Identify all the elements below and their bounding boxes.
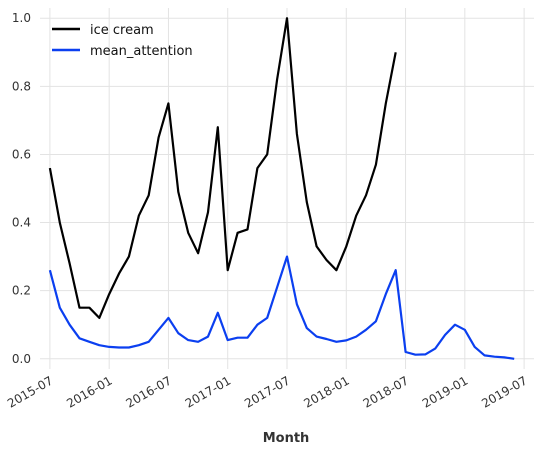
legend: ice cream mean_attention [52, 23, 193, 59]
legend-label-ice-cream: ice cream [90, 23, 154, 38]
grid [40, 8, 534, 369]
x-tick-label: 2018-07 [361, 373, 411, 410]
x-tick-label: 2018-01 [301, 373, 351, 410]
x-tick-label: 2017-01 [183, 373, 233, 410]
legend-label-mean-attention: mean_attention [90, 44, 193, 59]
y-tick-label: 0.6 [12, 147, 31, 161]
x-tick-label: 2017-07 [242, 373, 292, 410]
series-lines [48, 17, 515, 360]
y-tick-label: 0.4 [12, 216, 31, 230]
x-tick-label: 2015-07 [5, 373, 55, 410]
x-tick-label: 2019-01 [420, 373, 470, 410]
series-line-mean-attention [48, 255, 515, 360]
y-tick-label: 0.0 [12, 352, 31, 366]
x-tick-label: 2016-07 [124, 373, 174, 410]
x-tick-label: 2019-07 [479, 373, 529, 410]
y-tick-label: 0.8 [12, 79, 31, 93]
x-tick-label: 2016-01 [64, 373, 114, 410]
y-tick-label: 1.0 [12, 11, 31, 25]
x-axis-label: Month [263, 431, 310, 446]
series-line-ice-cream [48, 17, 397, 319]
y-tick-label: 0.2 [12, 284, 31, 298]
